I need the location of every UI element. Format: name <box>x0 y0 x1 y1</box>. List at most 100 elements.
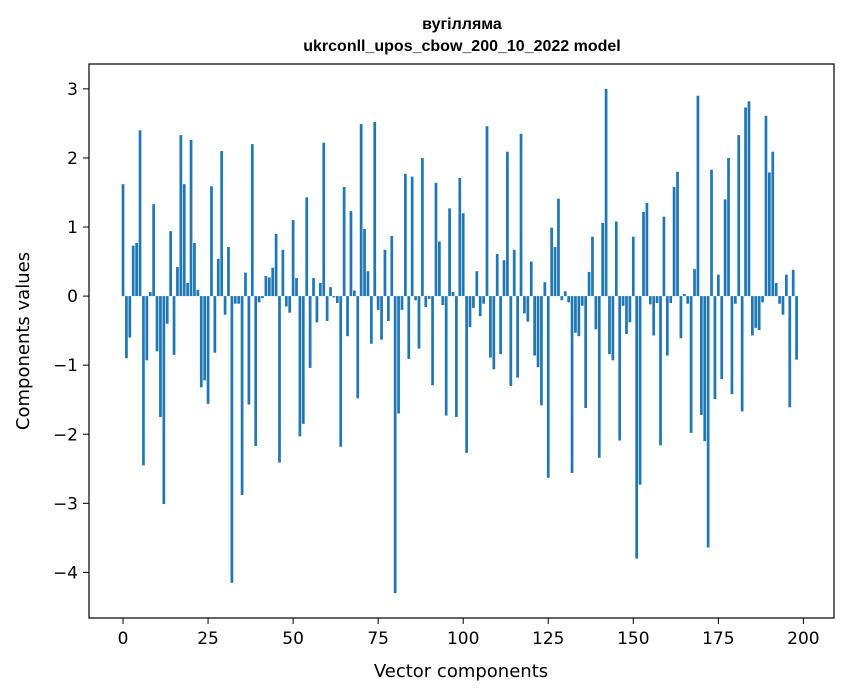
bar <box>713 296 717 400</box>
bar <box>601 222 605 297</box>
y-tick-label: 0 <box>67 287 78 307</box>
bar <box>322 142 326 297</box>
bar <box>284 296 288 307</box>
bar <box>679 296 683 339</box>
bar <box>754 296 758 328</box>
bars-group <box>121 88 798 594</box>
bar <box>458 177 462 297</box>
bar <box>648 296 652 305</box>
bar <box>737 135 741 297</box>
bar <box>393 296 397 594</box>
bar <box>162 296 166 505</box>
bar <box>346 296 349 337</box>
plot-frame <box>88 63 835 619</box>
x-tick-label: 75 <box>367 629 389 649</box>
bar <box>594 296 598 330</box>
bar <box>512 249 516 297</box>
bar <box>329 287 332 297</box>
bar <box>560 296 564 301</box>
bar <box>618 296 622 441</box>
bar <box>584 296 588 409</box>
bar <box>465 296 468 453</box>
bar <box>203 296 207 381</box>
bar <box>455 296 458 417</box>
bar <box>604 88 608 297</box>
y-tick-label: −1 <box>53 356 78 376</box>
bar <box>451 291 455 297</box>
x-tick-label: 25 <box>197 629 219 649</box>
bar <box>417 296 421 349</box>
bar <box>189 139 193 297</box>
bar <box>400 296 404 310</box>
bar <box>210 186 213 297</box>
bar <box>383 249 387 297</box>
bar <box>230 296 234 583</box>
y-tick-label: −2 <box>53 425 78 445</box>
bar <box>244 272 247 297</box>
bar <box>533 296 536 356</box>
bar <box>274 233 278 297</box>
bar <box>223 296 227 315</box>
bar <box>271 267 275 297</box>
bar <box>540 296 543 406</box>
bar <box>577 296 581 337</box>
bar <box>509 296 513 386</box>
bar <box>652 296 656 336</box>
bar <box>431 296 434 386</box>
bar <box>733 296 737 304</box>
bar <box>778 296 781 304</box>
bar <box>414 296 417 301</box>
bar <box>693 269 696 297</box>
bar <box>546 296 550 478</box>
y-axis-label: Components values <box>13 252 34 430</box>
bar <box>165 296 169 324</box>
bar <box>213 296 217 353</box>
bar <box>716 274 720 297</box>
bar <box>339 296 343 447</box>
bar <box>148 291 152 297</box>
bar <box>199 296 203 388</box>
bar <box>761 296 764 303</box>
bar <box>757 296 761 330</box>
bar <box>645 202 649 297</box>
bar <box>295 278 298 297</box>
bar <box>730 296 734 395</box>
chart-subtitle: ukrconll_upos_cbow_200_10_2022 model <box>303 38 620 55</box>
bar <box>366 271 370 297</box>
bar <box>373 122 377 297</box>
bar <box>740 296 744 412</box>
bar <box>332 296 336 298</box>
bar <box>145 296 149 361</box>
bar <box>587 271 591 297</box>
y-axis-ticks: 3 2 1 0 −1 −2 −3 −4 <box>53 80 89 583</box>
bar <box>506 151 509 297</box>
bar <box>625 296 628 335</box>
x-tick-label: 125 <box>532 629 564 649</box>
bar <box>567 296 571 303</box>
bar <box>502 260 506 297</box>
bar <box>227 247 230 297</box>
x-tick-label: 150 <box>617 629 649 649</box>
bar <box>182 184 186 297</box>
bar <box>261 296 264 299</box>
bar <box>125 296 128 359</box>
bar <box>710 169 713 297</box>
bar <box>672 186 676 297</box>
x-tick-label: 200 <box>787 629 819 649</box>
bar <box>553 247 557 297</box>
bar <box>703 296 707 442</box>
bar <box>312 278 315 297</box>
bar <box>254 296 258 446</box>
bar <box>774 282 778 297</box>
bar <box>196 289 200 297</box>
bar <box>240 296 244 496</box>
bar <box>387 296 390 321</box>
bar <box>706 296 710 548</box>
bar <box>308 296 312 368</box>
bar <box>523 296 526 314</box>
bar <box>795 296 798 360</box>
bar <box>492 296 496 370</box>
bar <box>580 296 584 306</box>
bar <box>468 296 472 328</box>
